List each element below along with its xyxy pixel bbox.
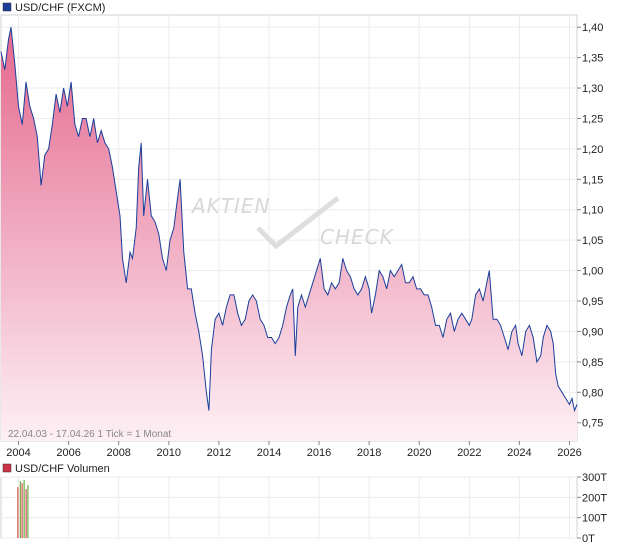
price-line bbox=[0, 27, 578, 413]
y-tick-label: 1,20 bbox=[582, 144, 603, 156]
y-tick-label: 1,35 bbox=[582, 53, 603, 65]
volume-bar bbox=[27, 485, 29, 538]
y-tick-label: 1,05 bbox=[582, 235, 603, 247]
legend-swatch-price bbox=[2, 2, 12, 12]
y-tick-label: 1,40 bbox=[582, 22, 603, 34]
legend-label-price: USD/CHF (FXCM) bbox=[15, 2, 105, 14]
x-tick-label: 2008 bbox=[106, 447, 130, 459]
legend-swatch-volume bbox=[2, 463, 12, 473]
chart-footer-range: 22.04.03 - 17.04.26 1 Tick = 1 Monat bbox=[8, 429, 171, 440]
watermark: AKTIEN CHECK bbox=[190, 194, 395, 250]
watermark-check: CHECK bbox=[320, 225, 395, 249]
x-tick-label: 2024 bbox=[507, 447, 531, 459]
volume-bars bbox=[17, 480, 29, 538]
volume-panel bbox=[0, 476, 578, 539]
volume-bar bbox=[19, 481, 21, 538]
y-tick-label: 0,75 bbox=[582, 418, 603, 430]
x-tick-label: 2014 bbox=[257, 447, 281, 459]
x-tick-label: 2026 bbox=[557, 447, 581, 459]
price-area-fill bbox=[1, 27, 577, 441]
y-tick-label: 1,00 bbox=[582, 266, 603, 278]
y-tick-label: 1,15 bbox=[582, 174, 603, 186]
y-tick-label: 0,80 bbox=[582, 387, 603, 399]
x-axis: 2004 2006 2008 2010 2012 2014 2016 2018 2020 2022… bbox=[6, 441, 582, 459]
volume-gridlines bbox=[1, 476, 577, 539]
x-tick-label: 2016 bbox=[307, 447, 331, 459]
x-tick-label: 2010 bbox=[157, 447, 181, 459]
x-tick-label: 2004 bbox=[6, 447, 30, 459]
x-tick-label: 2012 bbox=[207, 447, 231, 459]
x-tick-label: 2022 bbox=[457, 447, 481, 459]
volume-bar bbox=[25, 489, 27, 538]
watermark-check-mark bbox=[256, 196, 340, 250]
volume-tick-label: 300T bbox=[582, 472, 607, 484]
x-tick-label: 2006 bbox=[56, 447, 80, 459]
legend-label-volume: USD/CHF Volumen bbox=[15, 463, 110, 475]
x-tick-label: 2020 bbox=[407, 447, 431, 459]
y-tick-label: 1,10 bbox=[582, 205, 603, 217]
y-tick-label: 1,30 bbox=[582, 83, 603, 95]
y-tick-label: 1,25 bbox=[582, 113, 603, 125]
volume-tick-label: 0T bbox=[582, 533, 595, 545]
y-tick-label: 0,95 bbox=[582, 296, 603, 308]
y-tick-label: 0,85 bbox=[582, 357, 603, 369]
volume-tick-label: 100T bbox=[582, 513, 607, 525]
volume-tick-label: 200T bbox=[582, 492, 607, 504]
y-axis: 1,40 1,35 1,30 1,25 1,20 1,15 1,10 1,05 1,00 0,95… bbox=[577, 22, 603, 430]
watermark-aktien: AKTIEN bbox=[190, 194, 271, 218]
volume-bar bbox=[21, 483, 23, 538]
volume-y-axis: 300T 200T 100T 0T bbox=[577, 472, 607, 545]
volume-bar bbox=[17, 487, 19, 538]
volume-bar bbox=[23, 480, 25, 538]
x-tick-label: 2018 bbox=[357, 447, 381, 459]
y-tick-label: 0,90 bbox=[582, 326, 603, 338]
